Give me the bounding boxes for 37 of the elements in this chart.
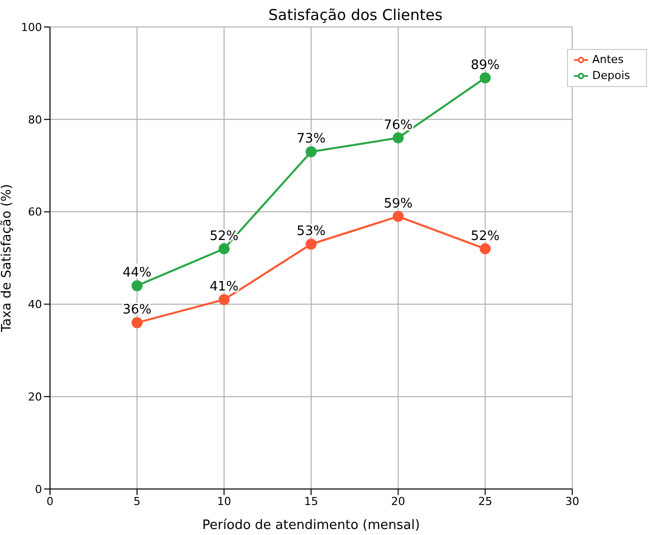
data-label: 73% — [296, 132, 326, 147]
point — [392, 132, 404, 144]
data-label: 76% — [384, 118, 413, 133]
data-label: 41% — [210, 280, 239, 295]
data-label: 89% — [470, 58, 500, 73]
point — [306, 238, 317, 250]
point — [306, 146, 317, 158]
legend-label: Depois — [592, 69, 630, 82]
point — [392, 210, 404, 222]
legend-label: Antes — [592, 53, 624, 66]
y-tick-label: 80 — [28, 113, 42, 126]
x-tick-label: 25 — [478, 494, 492, 508]
x-tick-label: 10 — [217, 494, 232, 508]
x-tick-label: 0 — [46, 494, 54, 508]
y-tick-label: 20 — [28, 390, 42, 404]
chart-title: Satisfação dos Clientes — [267, 6, 444, 24]
x-axis-title: Período de atendimento (mensal) — [202, 518, 420, 533]
y-tick-label: 100 — [21, 20, 42, 34]
data-label: 36% — [122, 302, 152, 318]
x-tick-label: 15 — [304, 494, 318, 508]
x-tick-label: 20 — [391, 494, 406, 508]
point — [132, 280, 143, 292]
y-tick-label: 60 — [28, 206, 42, 219]
point — [480, 243, 491, 254]
point — [132, 317, 143, 328]
data-label: 59% — [384, 196, 413, 212]
point — [218, 243, 230, 254]
y-axis-title: Taxa de Satisfação (%) — [0, 184, 15, 333]
x-tick-label: 5 — [134, 494, 141, 508]
y-tick-label: 0 — [35, 482, 42, 496]
x-tick-label: 30 — [565, 494, 580, 508]
y-tick-label: 40 — [28, 298, 42, 312]
point — [480, 72, 491, 84]
point — [218, 294, 230, 306]
data-label: 44% — [122, 266, 152, 281]
data-label: 53% — [296, 224, 326, 240]
data-label: 52% — [470, 228, 500, 244]
